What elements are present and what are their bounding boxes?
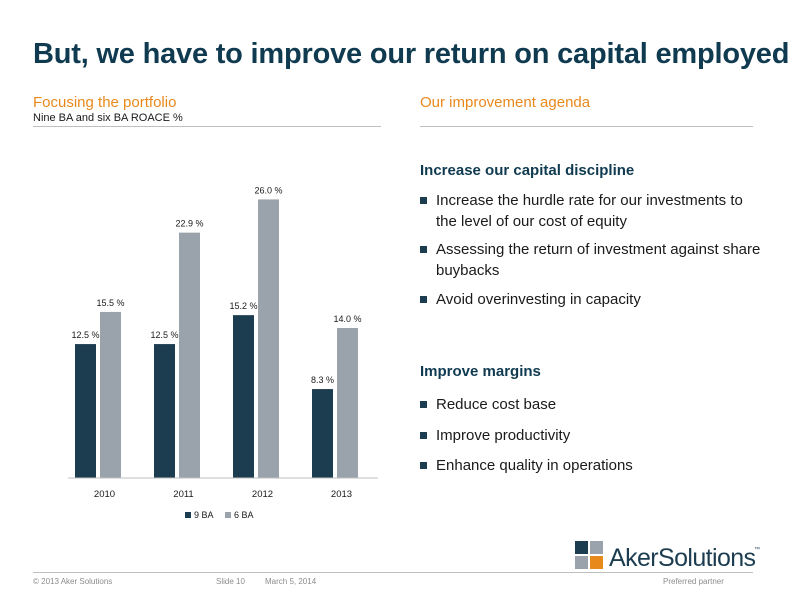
legend-swatch-9ba xyxy=(185,512,191,518)
x-tick-label-2013: 2013 xyxy=(331,489,352,500)
data-label-6ba-2012: 26.0 % xyxy=(254,185,282,195)
roace-bar-chart: 12.5 % 15.5 % 12.5 % 22.9 % 15.2 % 26.0 % 8.3 … xyxy=(68,185,378,520)
bullet-square-icon xyxy=(420,462,427,469)
legend-swatch-6ba xyxy=(225,512,231,518)
chart-bars: 12.5 % 15.5 % 12.5 % 22.9 % 15.2 % 26.0 % 8.3 … xyxy=(71,185,362,478)
agenda-bullet: Improve productivity xyxy=(420,425,765,446)
data-label-9ba-2010: 12.5 % xyxy=(71,330,99,340)
legend-label-6ba: 6 BA xyxy=(234,510,254,520)
footer-tagline: Preferred partner xyxy=(663,577,724,586)
right-section-heading: Our improvement agenda xyxy=(420,94,591,111)
aker-logo-mark-icon xyxy=(575,541,603,569)
agenda-bullet: Assessing the return of investment again… xyxy=(420,239,765,281)
data-label-9ba-2011: 12.5 % xyxy=(150,330,178,340)
bar-6ba-2012 xyxy=(258,199,279,478)
data-label-6ba-2010: 15.5 % xyxy=(96,298,124,308)
footer-date: March 5, 2014 xyxy=(265,577,317,586)
agenda-bullet: Avoid overinvesting in capacity xyxy=(420,289,765,310)
agenda-bullet: Increase the hurdle rate for our investm… xyxy=(420,190,765,232)
x-axis-ticks: 2010 2011 2012 2013 xyxy=(94,489,352,500)
bar-6ba-2013 xyxy=(337,328,358,478)
right-divider xyxy=(420,126,753,127)
bar-9ba-2011 xyxy=(154,344,175,478)
data-label-6ba-2011: 22.9 % xyxy=(175,219,203,229)
left-divider xyxy=(33,126,381,127)
bar-9ba-2012 xyxy=(233,315,254,478)
data-label-9ba-2013: 8.3 % xyxy=(311,375,334,385)
agenda-group-title-margins: Improve margins xyxy=(420,363,541,380)
slide-title: But, we have to improve our return on ca… xyxy=(33,38,790,70)
data-label-6ba-2013: 14.0 % xyxy=(333,314,361,324)
bar-6ba-2011 xyxy=(179,232,200,478)
bar-9ba-2010 xyxy=(75,344,96,478)
bullet-square-icon xyxy=(420,296,427,303)
x-tick-label-2011: 2011 xyxy=(173,489,193,500)
x-tick-label-2010: 2010 xyxy=(94,489,115,500)
legend-label-9ba: 9 BA xyxy=(194,510,214,520)
data-label-9ba-2012: 15.2 % xyxy=(229,301,257,311)
footer-slide-number: Slide 10 xyxy=(216,577,245,586)
bullet-square-icon xyxy=(420,432,427,439)
logo-trademark: ™ xyxy=(754,546,760,553)
agenda-bullet: Enhance quality in operations xyxy=(420,455,765,476)
footer-copyright: © 2013 Aker Solutions xyxy=(33,577,113,586)
left-section-heading: Focusing the portfolio xyxy=(33,94,177,111)
bullet-square-icon xyxy=(420,401,427,408)
bullet-square-icon xyxy=(420,246,427,253)
chart-subheading: Nine BA and six BA ROACE % xyxy=(33,112,183,124)
footer-divider xyxy=(33,572,753,573)
bullet-square-icon xyxy=(420,197,427,204)
agenda-group-title-capital: Increase our capital discipline xyxy=(420,162,635,179)
x-tick-label-2012: 2012 xyxy=(252,489,273,500)
bar-6ba-2010 xyxy=(100,311,121,478)
logo-wordmark: AkerSolutions xyxy=(609,544,756,572)
chart-legend: 9 BA 6 BA xyxy=(185,510,254,520)
aker-solutions-logo: AkerSolutions ™ xyxy=(575,541,760,572)
agenda-bullet: Reduce cost base xyxy=(420,394,765,415)
bar-9ba-2013 xyxy=(312,389,333,478)
